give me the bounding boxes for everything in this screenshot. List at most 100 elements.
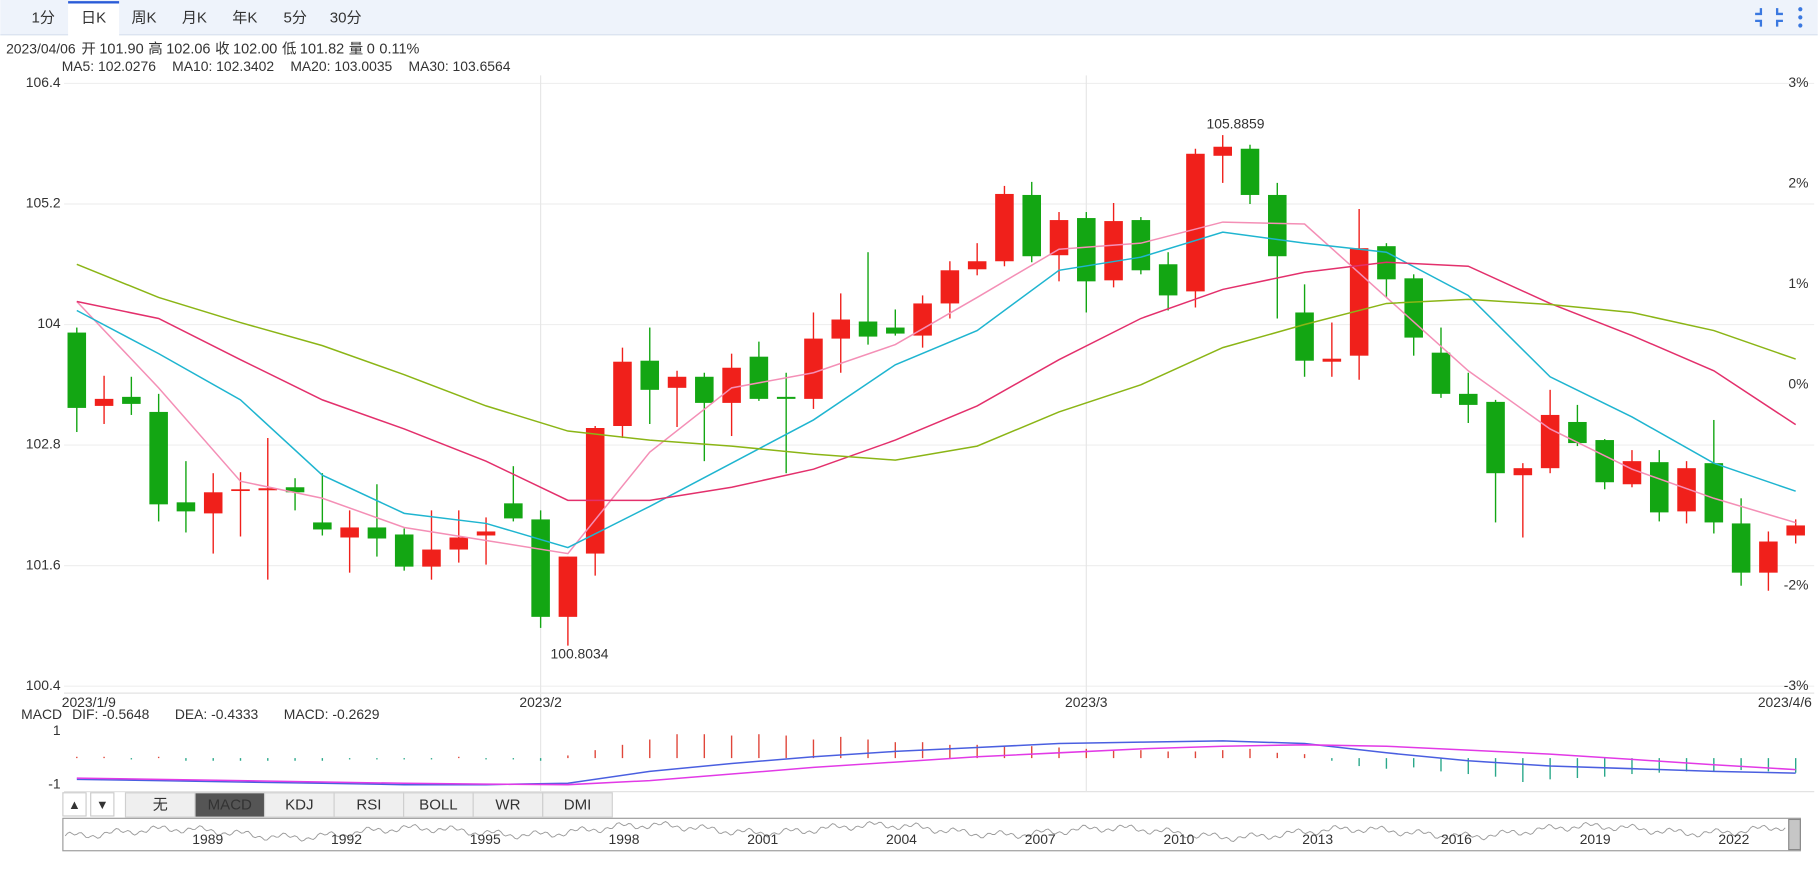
indicator-tab-label[interactable]: KDJ [285,797,313,814]
legend-entry: MA10: 102.3402 [172,58,274,74]
candle-body [667,376,687,388]
candle-body [504,503,523,519]
quote-value: 102.00 [233,42,277,58]
candle-body [1759,541,1778,573]
candle-body [149,411,168,505]
scroll-button-label[interactable]: ▲ [68,797,81,812]
candle-body [1295,312,1314,361]
x-tick-label: 2023/4/6 [1758,694,1812,710]
indicator-tab-label[interactable]: BOLL [419,797,457,814]
navigator-label: 2010 [1163,831,1194,847]
candle-body [558,556,578,617]
candle-body [722,367,741,403]
indicator-tab-label[interactable]: RSI [356,797,381,814]
navigator[interactable]: 1989 1992 1995 1998 2001 2004 2007 2010 2013 2016… [62,817,1801,852]
indicator-tab[interactable] [263,792,335,818]
period-tab[interactable]: 日K [81,10,106,27]
navigator-sparkline [64,821,1786,842]
candle-body [1459,393,1478,405]
top-toolbar [0,0,1818,35]
period-tab[interactable]: 30分 [330,10,362,27]
candle-body [940,270,960,304]
indicator-tab[interactable] [542,792,613,818]
candle-body [613,361,632,426]
navigator-label: 2004 [886,831,917,847]
candle-body [585,428,605,554]
scroll-button[interactable] [62,792,87,817]
legend-entry: DEA: -0.4333 [175,706,259,722]
quote-label: 高 [148,41,162,58]
candle-body [476,531,496,536]
quote-date: 2023/04/06 [6,41,76,57]
candle-body [340,527,359,538]
period-tab[interactable]: 周K [131,10,156,27]
indicator-tab-label[interactable]: WR [495,797,520,814]
period-tab[interactable]: 月K [182,10,207,27]
legend-entry: MA20: 103.0035 [290,58,392,74]
candle-body [1049,220,1069,256]
navigator-label: 1998 [609,831,640,847]
candle-body [1677,468,1696,512]
menu-dot[interactable] [1798,23,1803,28]
candle-body [1513,468,1533,476]
quote-label: 低 [282,41,296,58]
legend-entry: MA30: 103.6564 [409,58,511,74]
macd-title: MACD [21,706,62,722]
legend-entry: MACD: -0.2629 [284,706,380,722]
candle-body [67,332,87,408]
navigator-handle[interactable] [1788,818,1801,851]
indicator-tab[interactable] [333,792,405,818]
y-tick-label: 104 [37,315,60,331]
y-tick-label: -1 [48,775,61,791]
tab-active-bg[interactable] [68,1,120,36]
scroll-button-label[interactable]: ▼ [96,797,109,812]
y-tick-label: 101.6 [26,556,61,572]
y2-tick-label: 1% [1788,275,1808,291]
candle-body [367,527,387,539]
indicator-tab-label[interactable]: MACD [208,797,252,814]
fullscreen-icon[interactable] [1755,8,1783,27]
quote-change: 0.11% [379,42,419,58]
candle-body [995,193,1014,262]
period-tab[interactable]: 年K [232,10,257,27]
candle-body [886,327,905,334]
y-tick-label: 102.8 [26,436,61,452]
quote-label: 开 [81,42,95,58]
candle-body [1322,358,1342,362]
candle-body [1349,248,1369,356]
scroll-button[interactable] [90,792,115,817]
y2-tick-label: -2% [1784,576,1809,592]
menu-dot[interactable] [1798,7,1803,12]
indicator-tab[interactable] [472,792,544,818]
menu-icon[interactable] [1798,7,1803,28]
candle-body [258,488,278,491]
compress-icon[interactable] [1755,8,1783,27]
macd-line [76,744,1796,786]
candle-body [1486,401,1505,474]
macd-line [76,740,1796,786]
indicator-tab-label[interactable]: DMI [564,797,592,814]
y2-tick-label: 3% [1788,74,1808,90]
legend-entry: DIF: -0.5648 [72,706,149,722]
indicator-tab-label[interactable]: 无 [153,797,168,814]
candle-body [422,549,441,567]
navigator-label: 1995 [470,831,501,847]
candle-body [1240,148,1260,195]
candle-body [1786,525,1805,536]
x-tick-label: 2023/1/9 [62,694,116,710]
high-label: 105.8859 [1207,115,1265,131]
ma-line [76,261,1797,502]
indicator-tab[interactable] [194,792,266,818]
menu-dot[interactable] [1798,15,1803,20]
candle-body [203,492,223,514]
period-tab[interactable]: 5分 [284,10,307,27]
indicator-tab[interactable] [403,792,474,818]
ma-line [76,221,1796,555]
y-tick-label: 100.4 [26,677,61,693]
navigator-label: 2007 [1025,831,1056,847]
y2-tick-label: 0% [1788,375,1808,391]
period-tab[interactable]: 1分 [31,10,54,27]
candle-body [640,360,660,390]
candle-body [313,522,332,530]
